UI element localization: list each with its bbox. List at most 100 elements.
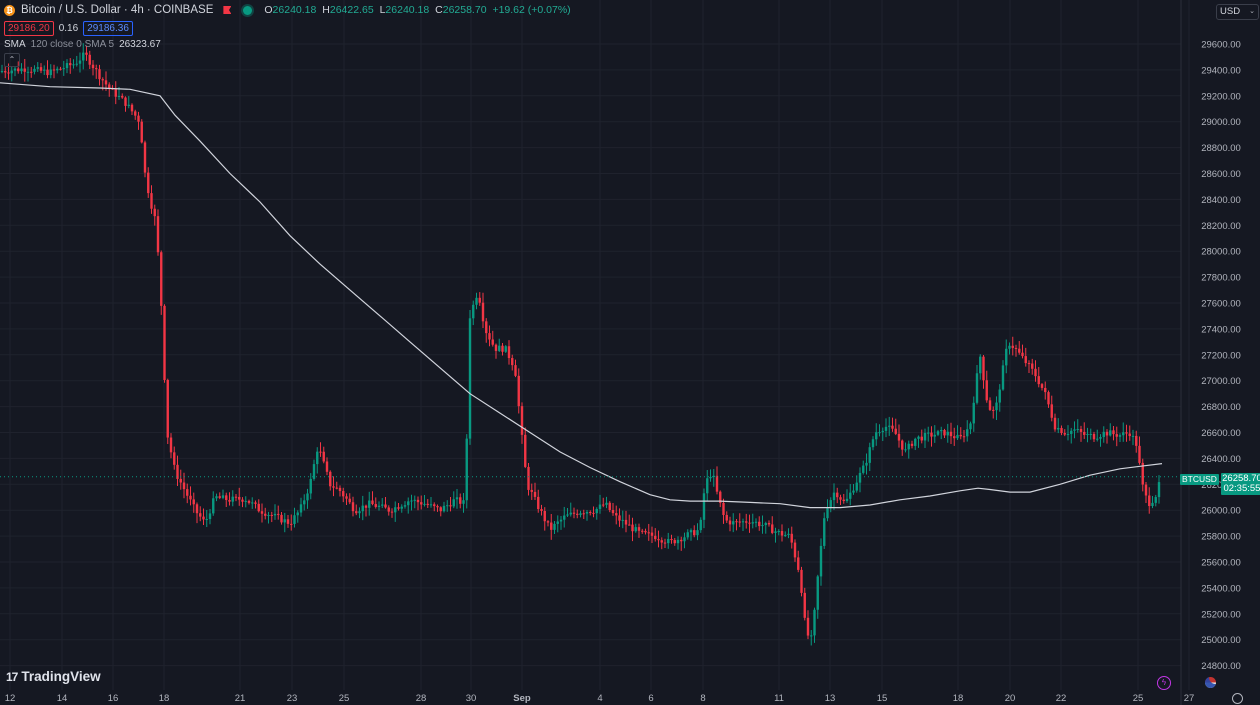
candle-body	[150, 193, 153, 209]
candle-body	[36, 67, 39, 69]
candle-body	[1125, 432, 1128, 434]
tradingview-logo[interactable]: 17 TradingView	[6, 669, 101, 684]
candle-body	[751, 522, 754, 524]
candle-body	[234, 496, 238, 498]
sell-button[interactable]: 29186.20	[4, 21, 54, 36]
buy-button[interactable]: 29186.36	[83, 21, 133, 36]
candle-body	[459, 497, 462, 504]
y-tick-label: 25000.00	[1201, 635, 1241, 646]
candle-body	[930, 432, 933, 437]
candle-body	[72, 64, 75, 66]
candle-body	[355, 511, 358, 514]
candle-body	[75, 63, 78, 65]
candle-body	[966, 429, 969, 437]
time-axis[interactable]: 12 14 16 18 21 23 25 28 30 Sep 4 6 8 11 13 15 18 20 22 25 27	[5, 693, 1195, 704]
candle-body	[455, 497, 459, 500]
candle-body	[465, 438, 468, 501]
candle-body	[7, 72, 10, 74]
y-tick-label: 29600.00	[1201, 40, 1241, 51]
candle-body	[829, 500, 832, 509]
candle-body	[563, 515, 566, 520]
candle-body	[1105, 431, 1109, 436]
candle-body	[927, 432, 930, 434]
candle-body	[296, 512, 299, 516]
candle-body	[845, 498, 849, 501]
candle-body	[894, 428, 897, 434]
candle-body	[533, 491, 537, 497]
y-tick-label: 24800.00	[1201, 661, 1241, 672]
candle-body	[247, 500, 251, 503]
candle-body	[264, 513, 267, 516]
candle-body	[1027, 363, 1031, 365]
candle-body	[546, 521, 550, 523]
candle-body	[699, 519, 702, 531]
indicator-legend[interactable]: SMA 120 close 0 SMA 5 26323.67	[4, 39, 161, 50]
candle-body	[413, 499, 416, 501]
gear-icon[interactable]	[1232, 693, 1243, 704]
flag-icon[interactable]	[223, 6, 232, 14]
symbol-title[interactable]: Bitcoin / U.S. Dollar · 4h · COINBASE	[21, 4, 214, 16]
candle-body	[179, 478, 182, 483]
candle-body	[332, 486, 335, 488]
price-axis[interactable]: 29600.00 29400.00 29200.00 29000.00 28800.00…	[1201, 40, 1241, 673]
candle-body	[888, 425, 891, 427]
candle-body	[972, 402, 975, 424]
candle-body	[771, 524, 774, 533]
candle-body	[23, 68, 26, 72]
y-tick-label: 28400.00	[1201, 195, 1241, 206]
candle-body	[1089, 433, 1092, 435]
candle-body	[722, 502, 725, 515]
candle-body	[696, 530, 699, 536]
ohlc-change: +19.62 (+0.07%)	[492, 4, 571, 16]
candle-body	[618, 515, 621, 521]
us-flag-icon[interactable]	[1205, 677, 1216, 688]
spread-value: 0.16	[58, 23, 79, 34]
candle-body	[277, 513, 280, 515]
candle-body	[1144, 484, 1148, 496]
price-tag-countdown: 02:35:55	[1223, 483, 1260, 494]
candle-body	[303, 500, 306, 505]
candle-body	[504, 346, 507, 352]
candle-body	[475, 297, 478, 305]
lightning-icon[interactable]: ϟ	[1157, 676, 1171, 690]
candle-body	[553, 523, 556, 530]
candle-body	[46, 69, 49, 76]
candle-body	[1066, 433, 1070, 435]
logo-text: TradingView	[21, 669, 101, 684]
candle-body	[472, 304, 475, 319]
candle-body	[589, 512, 592, 514]
candle-body	[858, 472, 862, 483]
y-tick-label: 26400.00	[1201, 454, 1241, 465]
candle-body	[738, 521, 741, 523]
candle-body	[511, 358, 514, 366]
order-buttons: 29186.20 0.16 29186.36	[4, 21, 133, 36]
candle-body	[865, 462, 868, 466]
currency-selector[interactable]: USD ⌄	[1216, 4, 1259, 20]
candle-body	[95, 68, 98, 70]
candle-body	[49, 69, 52, 76]
x-tick-label: 18	[159, 693, 170, 704]
candle-body	[43, 69, 46, 71]
candle-body	[98, 69, 101, 80]
candle-body	[390, 511, 394, 513]
x-tick-label: 6	[648, 693, 653, 704]
candle-body	[342, 491, 345, 497]
candle-body	[634, 527, 637, 532]
candle-body	[267, 514, 270, 516]
candle-body	[868, 447, 871, 463]
candle-body	[995, 402, 998, 411]
symbol-legend[interactable]: ₿ Bitcoin / U.S. Dollar · 4h · COINBASE …	[4, 4, 574, 16]
candle-body	[368, 500, 371, 508]
candle-body	[426, 503, 429, 505]
candle-body	[26, 71, 30, 73]
collapse-legend-button[interactable]: ⌃	[4, 53, 20, 67]
candle-body	[878, 432, 881, 434]
candle-body	[608, 502, 611, 510]
candle-body	[1037, 376, 1040, 385]
candle-body	[862, 465, 865, 473]
x-tick-label: 4	[597, 693, 602, 704]
candle-body	[946, 431, 949, 436]
candle-body	[686, 532, 689, 538]
candle-body	[767, 523, 771, 525]
